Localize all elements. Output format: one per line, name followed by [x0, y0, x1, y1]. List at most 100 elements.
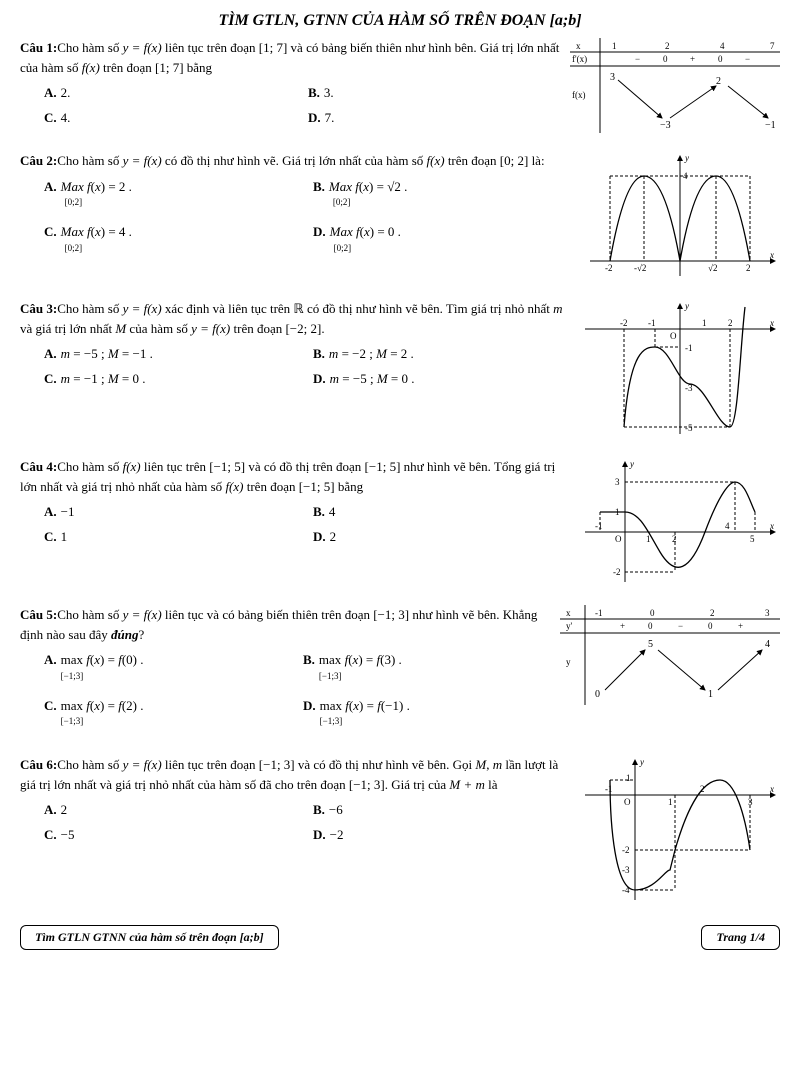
q1-variation-table: x f'(x) f(x) 1 2 4 7 − 0 + 0 − 3 2 −3 −1 [570, 38, 780, 133]
q2-opt-B[interactable]: B.Max f(x) = √2 .[0;2] [313, 177, 572, 219]
q4-graph: x y -1 O 1 2 4 5 1 3 -2 [580, 457, 780, 587]
svg-text:y: y [684, 153, 689, 163]
q2-graph: x y 4 -2 -√2 √2 2 [580, 151, 780, 281]
svg-text:+: + [690, 54, 695, 64]
svg-text:√2: √2 [708, 263, 717, 273]
svg-text:1: 1 [612, 41, 617, 51]
q6-graph: x y -1 O 1 2 3 1 -2 -3 -4 [580, 755, 780, 905]
page-footer: Tìm GTLN GTNN của hàm số trên đoạn [a;b]… [20, 925, 780, 950]
svg-text:-2: -2 [605, 263, 613, 273]
svg-text:+: + [620, 621, 625, 631]
svg-text:x: x [769, 521, 774, 531]
svg-text:-4: -4 [622, 885, 630, 895]
q5-opt-D[interactable]: D.max f(x) = f(−1) .[−1;3] [303, 696, 552, 738]
svg-text:y: y [684, 301, 689, 311]
q3-opt-B[interactable]: B.m = −2 ; M = 2 . [313, 344, 572, 365]
q3-prompt: Câu 3:Cho hàm số y = f(x) xác định và li… [20, 299, 572, 338]
svg-text:3: 3 [765, 608, 770, 618]
svg-text:0: 0 [663, 54, 668, 64]
svg-text:-2: -2 [620, 318, 628, 328]
svg-text:−: − [635, 54, 640, 64]
svg-text:1: 1 [708, 689, 713, 700]
svg-text:3: 3 [615, 477, 620, 487]
question-5: Câu 5:Cho hàm số y = f(x) liên tục và có… [20, 605, 780, 737]
question-2: Câu 2:Cho hàm số y = f(x) có đồ thị như … [20, 151, 780, 281]
q6-opt-D[interactable]: D.−2 [313, 825, 572, 846]
svg-text:4: 4 [725, 521, 730, 531]
q6-opt-C[interactable]: C.−5 [44, 825, 303, 846]
svg-text:2: 2 [716, 76, 721, 87]
svg-text:4: 4 [720, 41, 725, 51]
q1-opt-B[interactable]: B.3. [308, 83, 562, 104]
q6-opt-A[interactable]: A.2 [44, 800, 303, 821]
q4-opt-C[interactable]: C.1 [44, 527, 303, 548]
q4-opt-B[interactable]: B.4 [313, 502, 572, 523]
question-3: Câu 3:Cho hàm số y = f(x) xác định và li… [20, 299, 780, 439]
page-title: TÌM GTLN, GTNN CỦA HÀM SỐ TRÊN ĐOẠN [a;b… [20, 12, 780, 30]
svg-text:-1: -1 [648, 318, 656, 328]
footer-left: Tìm GTLN GTNN của hàm số trên đoạn [a;b] [20, 925, 279, 950]
svg-text:−1: −1 [765, 120, 776, 131]
q1-opt-D[interactable]: D.7. [308, 108, 562, 129]
q1-opt-A[interactable]: A.2. [44, 83, 298, 104]
svg-text:5: 5 [648, 639, 653, 650]
q1-prompt: Câu 1:Cho hàm số y = f(x) liên tục trên … [20, 38, 562, 77]
svg-text:-3: -3 [622, 865, 630, 875]
svg-text:O: O [624, 797, 631, 807]
q5-opt-C[interactable]: C.max f(x) = f(2) .[−1;3] [44, 696, 293, 738]
q5-opt-B[interactable]: B.max f(x) = f(3) .[−1;3] [303, 650, 552, 692]
svg-text:-5: -5 [685, 423, 693, 433]
svg-text:7: 7 [770, 41, 775, 51]
svg-text:2: 2 [665, 41, 670, 51]
svg-text:O: O [615, 534, 622, 544]
svg-text:y': y' [566, 621, 573, 631]
q2-opt-C[interactable]: C.Max f(x) = 4 .[0;2] [44, 222, 303, 264]
q5-prompt: Câu 5:Cho hàm số y = f(x) liên tục và có… [20, 605, 552, 644]
svg-text:4: 4 [683, 171, 688, 181]
q3-opt-D[interactable]: D.m = −5 ; M = 0 . [313, 369, 572, 390]
q5-opt-A[interactable]: A.max f(x) = f(0) .[−1;3] [44, 650, 293, 692]
svg-text:2: 2 [728, 318, 733, 328]
svg-text:-1: -1 [595, 608, 603, 618]
svg-text:0: 0 [648, 621, 653, 631]
svg-text:+: + [738, 621, 743, 631]
svg-text:1: 1 [626, 773, 631, 783]
svg-text:x: x [576, 41, 581, 51]
q3-opt-A[interactable]: A.m = −5 ; M = −1 . [44, 344, 303, 365]
svg-text:4: 4 [765, 639, 770, 650]
svg-text:-√2: -√2 [634, 263, 646, 273]
svg-text:2: 2 [746, 263, 751, 273]
q2-opt-D[interactable]: D.Max f(x) = 0 .[0;2] [313, 222, 572, 264]
svg-text:x: x [769, 784, 774, 794]
svg-text:-1: -1 [685, 343, 693, 353]
svg-text:−: − [745, 54, 750, 64]
svg-text:x: x [769, 250, 774, 260]
q4-opt-D[interactable]: D.2 [313, 527, 572, 548]
svg-text:-1: -1 [595, 521, 603, 531]
q2-prompt: Câu 2:Cho hàm số y = f(x) có đồ thị như … [20, 151, 572, 171]
q1-opt-C[interactable]: C.4. [44, 108, 298, 129]
svg-text:−: − [678, 621, 683, 631]
svg-text:0: 0 [708, 621, 713, 631]
svg-text:1: 1 [702, 318, 707, 328]
svg-text:f'(x): f'(x) [572, 54, 587, 64]
svg-text:-1: -1 [605, 784, 613, 794]
question-6: Câu 6:Cho hàm số y = f(x) liên tục trên … [20, 755, 780, 905]
svg-text:-2: -2 [622, 845, 630, 855]
svg-text:−3: −3 [660, 120, 671, 131]
q3-opt-C[interactable]: C.m = −1 ; M = 0 . [44, 369, 303, 390]
svg-text:0: 0 [650, 608, 655, 618]
svg-text:2: 2 [710, 608, 715, 618]
footer-right: Trang 1/4 [701, 925, 780, 950]
q2-opt-A[interactable]: A.Max f(x) = 2 .[0;2] [44, 177, 303, 219]
svg-text:y: y [639, 757, 644, 767]
q1-text: Cho hàm số y = f(x) liên tục trên đoạn [… [20, 40, 559, 75]
q4-opt-A[interactable]: A.−1 [44, 502, 303, 523]
svg-text:0: 0 [718, 54, 723, 64]
svg-text:3: 3 [610, 72, 615, 83]
svg-text:5: 5 [750, 534, 755, 544]
svg-text:f(x): f(x) [572, 90, 586, 100]
q6-opt-B[interactable]: B.−6 [313, 800, 572, 821]
svg-text:2: 2 [672, 534, 677, 544]
svg-text:-2: -2 [613, 567, 621, 577]
